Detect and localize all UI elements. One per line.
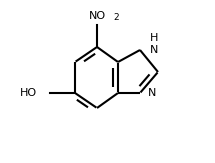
Text: H: H: [150, 33, 158, 43]
Text: NO: NO: [88, 11, 106, 21]
Text: N: N: [148, 88, 156, 98]
Text: N: N: [150, 45, 158, 55]
Text: 2: 2: [113, 14, 119, 22]
Text: HO: HO: [19, 88, 37, 98]
